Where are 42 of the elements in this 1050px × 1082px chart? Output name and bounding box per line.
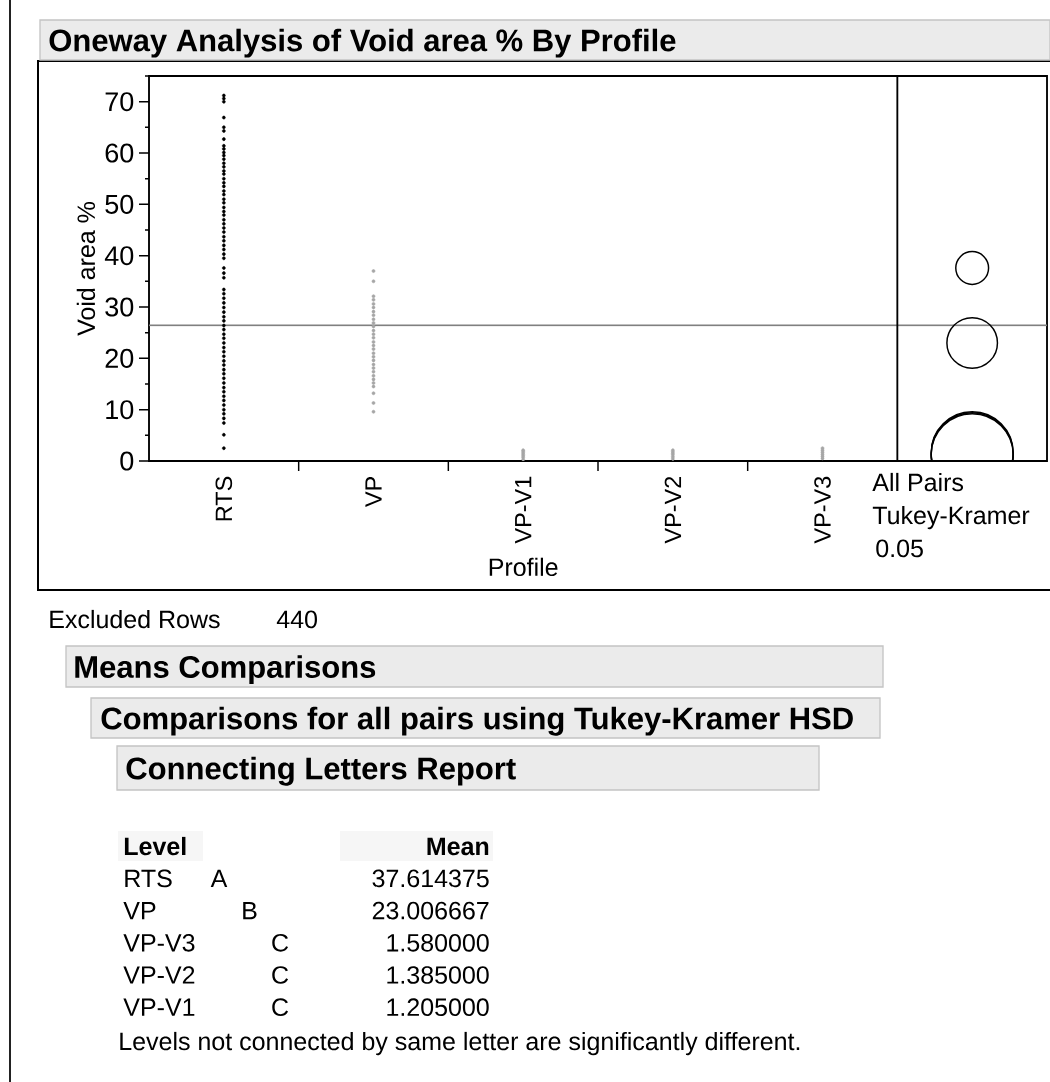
category-label: VP-V2 [123,966,195,984]
y-tick-label: 20 [105,348,134,368]
x-tick-label: VP-V1 [515,476,532,544]
category-label: RTS [125,869,172,888]
text: Connecting Letters Report [126,756,516,786]
y-tick-label: 50 [105,194,134,214]
text: 1.205000 [387,998,489,1017]
x-tick-label: VP [365,476,382,507]
text: All Pairs [872,472,964,492]
category-label: VP-V3 [123,933,195,952]
text: 440 [276,610,317,629]
y-tick-label: 0 [120,451,134,471]
text: Means Comparisons [75,655,376,685]
text: A [210,869,228,888]
y-tick-label: 70 [105,92,134,112]
y-tick-label: 40 [104,246,134,266]
text: Levels not connected by same letter are significantly different. [120,1031,800,1056]
text: Mean [427,837,489,856]
text: 0.05 [876,539,923,558]
text: 37.614375 [372,869,489,888]
chart-title: Oneway Analysis of Void area % By Profile [49,28,676,58]
y-tick-label: 10 [106,400,134,420]
y-axis-title: Void area % [76,202,96,336]
text: C [272,933,289,952]
x-tick-label: RTS [215,476,233,521]
text: B [243,902,257,920]
text: 1.580000 [387,933,489,952]
x-axis-title: Profile [489,557,558,577]
text: C [272,998,289,1017]
text: Level [124,836,186,856]
y-tick-label: 60 [105,143,134,163]
text: 1.385000 [387,966,489,984]
text: Tukey-Kramer [872,505,1030,530]
text: Comparisons for all pairs using Tukey-Kramer HSD [101,706,853,736]
x-tick-label: VP-V2 [664,476,682,544]
text: C [272,966,289,984]
category-label: VP [123,902,156,920]
text: 23.006667 [372,901,489,920]
y-tick-label: 30 [105,297,134,317]
x-tick-label: VP-V3 [814,476,831,544]
category-label: VP-V1 [123,998,195,1016]
text: Excluded Rows [50,609,220,629]
